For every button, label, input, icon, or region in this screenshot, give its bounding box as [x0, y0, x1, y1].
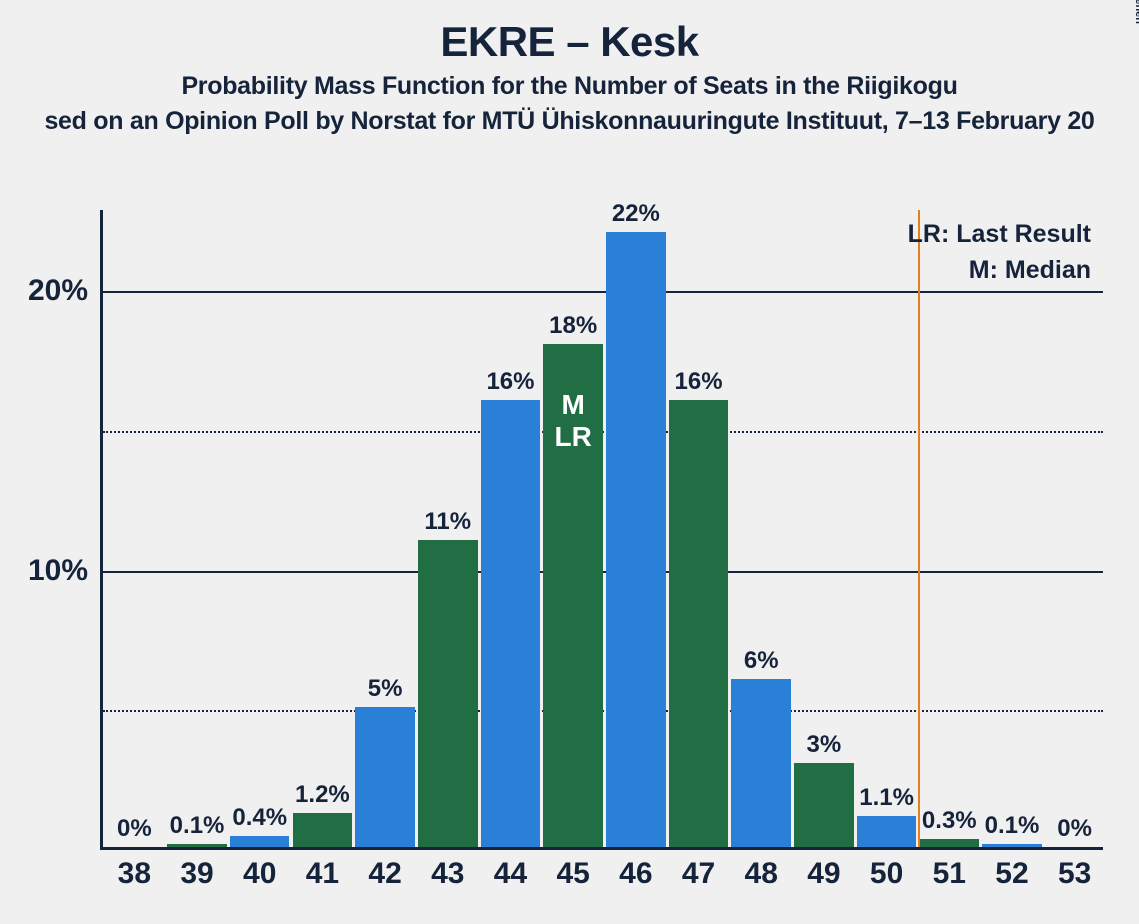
- bar: 0.1%: [982, 844, 1042, 847]
- bar-value-label: 1.2%: [293, 781, 353, 809]
- y-tick-label: 20%: [28, 274, 88, 308]
- x-tick-label: 40: [243, 857, 276, 891]
- grid-major: [103, 291, 1103, 293]
- legend: LR: Last Result M: Median: [908, 216, 1091, 289]
- x-tick-label: 46: [619, 857, 652, 891]
- bar: 11%: [418, 540, 478, 847]
- bar: 22%: [606, 232, 666, 847]
- x-tick-label: 44: [494, 857, 527, 891]
- bar: 16%: [481, 400, 541, 847]
- bar-value-label: 3%: [794, 731, 854, 759]
- median-marker: MLR: [543, 389, 603, 453]
- legend-m: M: Median: [908, 252, 1091, 288]
- x-tick-label: 52: [995, 857, 1028, 891]
- bar-chart: 0%380.1%390.4%401.2%415%4211%4316%4418%M…: [100, 210, 1103, 850]
- bar: 1.2%: [293, 813, 353, 847]
- bar: 18%MLR: [543, 344, 603, 847]
- bar-value-label: 16%: [481, 368, 541, 396]
- bar: 3%: [794, 763, 854, 847]
- bar: 6%: [731, 679, 791, 847]
- x-tick-label: 51: [933, 857, 966, 891]
- bar: 0.4%: [230, 836, 290, 847]
- bar: 5%: [355, 707, 415, 847]
- x-tick-label: 47: [682, 857, 715, 891]
- copyright-text: © 2023 Filip van Laenen: [1133, 0, 1139, 24]
- bar-value-label: 0.1%: [982, 812, 1042, 840]
- x-tick-label: 45: [556, 857, 589, 891]
- bar-value-label: 11%: [418, 508, 478, 536]
- majority-line: [918, 210, 920, 847]
- x-tick-label: 42: [368, 857, 401, 891]
- x-tick-label: 38: [118, 857, 151, 891]
- grid-major: [103, 571, 1103, 573]
- bar-value-label: 22%: [606, 200, 666, 228]
- legend-lr: LR: Last Result: [908, 216, 1091, 252]
- x-tick-label: 53: [1058, 857, 1091, 891]
- bar-value-label: 0.4%: [230, 804, 290, 832]
- x-tick-label: 43: [431, 857, 464, 891]
- bar-value-label: 1.1%: [857, 784, 917, 812]
- bar: 1.1%: [857, 816, 917, 847]
- bar-value-label: 16%: [669, 368, 729, 396]
- x-tick-label: 48: [745, 857, 778, 891]
- grid-minor: [103, 431, 1103, 433]
- chart-title: EKRE – Kesk: [0, 18, 1139, 66]
- x-tick-label: 50: [870, 857, 903, 891]
- bar-value-label: 18%: [543, 312, 603, 340]
- bar-value-label: 0.1%: [167, 812, 227, 840]
- bar-value-label: 5%: [355, 675, 415, 703]
- bar-value-label: 0%: [1045, 815, 1105, 843]
- chart-subtitle-2: sed on an Opinion Poll by Norstat for MT…: [0, 107, 1139, 136]
- x-tick-label: 41: [306, 857, 339, 891]
- x-tick-label: 49: [807, 857, 840, 891]
- plot-area: 0%380.1%390.4%401.2%415%4211%4316%4418%M…: [100, 210, 1103, 850]
- bar: 0.1%: [167, 844, 227, 847]
- bar-value-label: 0%: [105, 815, 165, 843]
- chart-subtitle-1: Probability Mass Function for the Number…: [0, 72, 1139, 101]
- bar: 16%: [669, 400, 729, 847]
- bar-value-label: 6%: [731, 647, 791, 675]
- bar: 0.3%: [920, 839, 980, 847]
- grid-minor: [103, 710, 1103, 712]
- y-tick-label: 10%: [28, 554, 88, 588]
- bar-value-label: 0.3%: [920, 807, 980, 835]
- x-tick-label: 39: [180, 857, 213, 891]
